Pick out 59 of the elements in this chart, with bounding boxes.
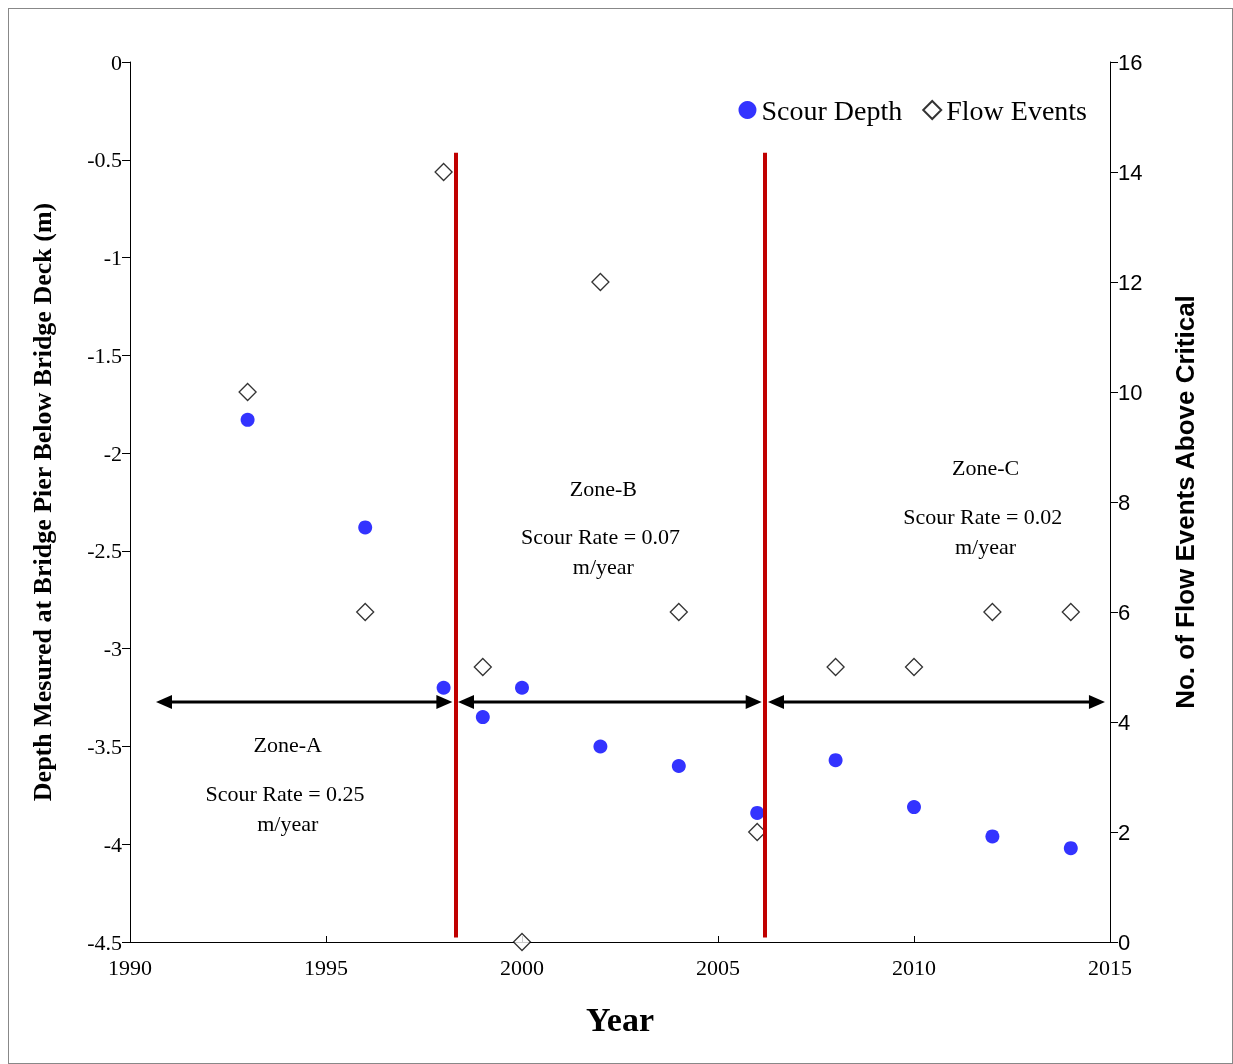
y-axis-title: Depth Mesured at Bridge Pier Below Bridge Deck (m) (27, 202, 57, 802)
y-tick-label: -0.5 (87, 147, 122, 173)
point (1061, 602, 1080, 622)
x-tick-label: 1995 (304, 954, 348, 980)
point (473, 657, 492, 677)
point (240, 412, 255, 427)
y2-tick-label: 4 (1118, 709, 1131, 735)
point (515, 680, 529, 695)
annotation: Scour Rate = 0.25 m/year (205, 780, 371, 836)
point (828, 753, 843, 768)
point (358, 520, 373, 535)
y-tick-label: -1 (103, 245, 122, 271)
point (904, 657, 924, 677)
point (826, 657, 845, 677)
y-tick-label: -2 (103, 440, 122, 466)
x-axis-title: Year (586, 1000, 654, 1038)
y2-tick-label: 14 (1118, 159, 1143, 185)
point (985, 829, 1000, 844)
point (356, 602, 375, 622)
point (671, 759, 686, 773)
y-tick-label: -2.5 (87, 538, 122, 564)
legend-label: Flow Events (946, 94, 1087, 126)
y-tick-label: -3 (103, 636, 122, 662)
y-tick-label: -3.5 (87, 733, 122, 759)
point (512, 932, 532, 952)
y2-tick-label: 2 (1118, 819, 1131, 845)
x-tick-label: 2005 (696, 954, 740, 980)
y2-tick-label: 0 (1118, 929, 1131, 955)
point (475, 710, 490, 725)
y-tick-label: -4.5 (87, 929, 122, 955)
annotation: Zone-C (951, 455, 1020, 481)
point (669, 602, 688, 622)
x-tick-label: 2015 (1088, 954, 1132, 980)
point (750, 805, 765, 820)
y2-tick-label: 16 (1118, 49, 1143, 75)
point (983, 602, 1002, 622)
annotation: Scour Rate = 0.02 m/year (903, 503, 1068, 559)
x-tick-label: 2010 (892, 954, 936, 980)
annotation: Scour Rate = 0.07 m/year (521, 523, 686, 579)
point (436, 680, 451, 695)
y2-tick-label: 8 (1118, 489, 1131, 515)
point (593, 739, 608, 754)
y2-axis-title: No. of Flow Events Above Critical (1170, 295, 1200, 709)
point (434, 162, 453, 182)
point (1063, 841, 1078, 856)
x-tick-label: 2000 (500, 954, 544, 980)
y-tick-label: -4 (103, 831, 122, 857)
point (907, 800, 921, 815)
legend-label: Scour Depth (761, 94, 903, 126)
point (238, 382, 257, 402)
y-tick-label: 0 (111, 49, 122, 75)
x-tick-label: 1990 (108, 954, 152, 980)
point (591, 272, 610, 292)
y2-tick-label: 12 (1118, 269, 1143, 295)
y-tick-label: -1.5 (87, 342, 122, 368)
annotation: Zone-A (253, 732, 323, 758)
y2-tick-label: 10 (1118, 379, 1143, 405)
annotation: Zone-B (569, 476, 637, 502)
y2-tick-label: 6 (1118, 599, 1131, 625)
